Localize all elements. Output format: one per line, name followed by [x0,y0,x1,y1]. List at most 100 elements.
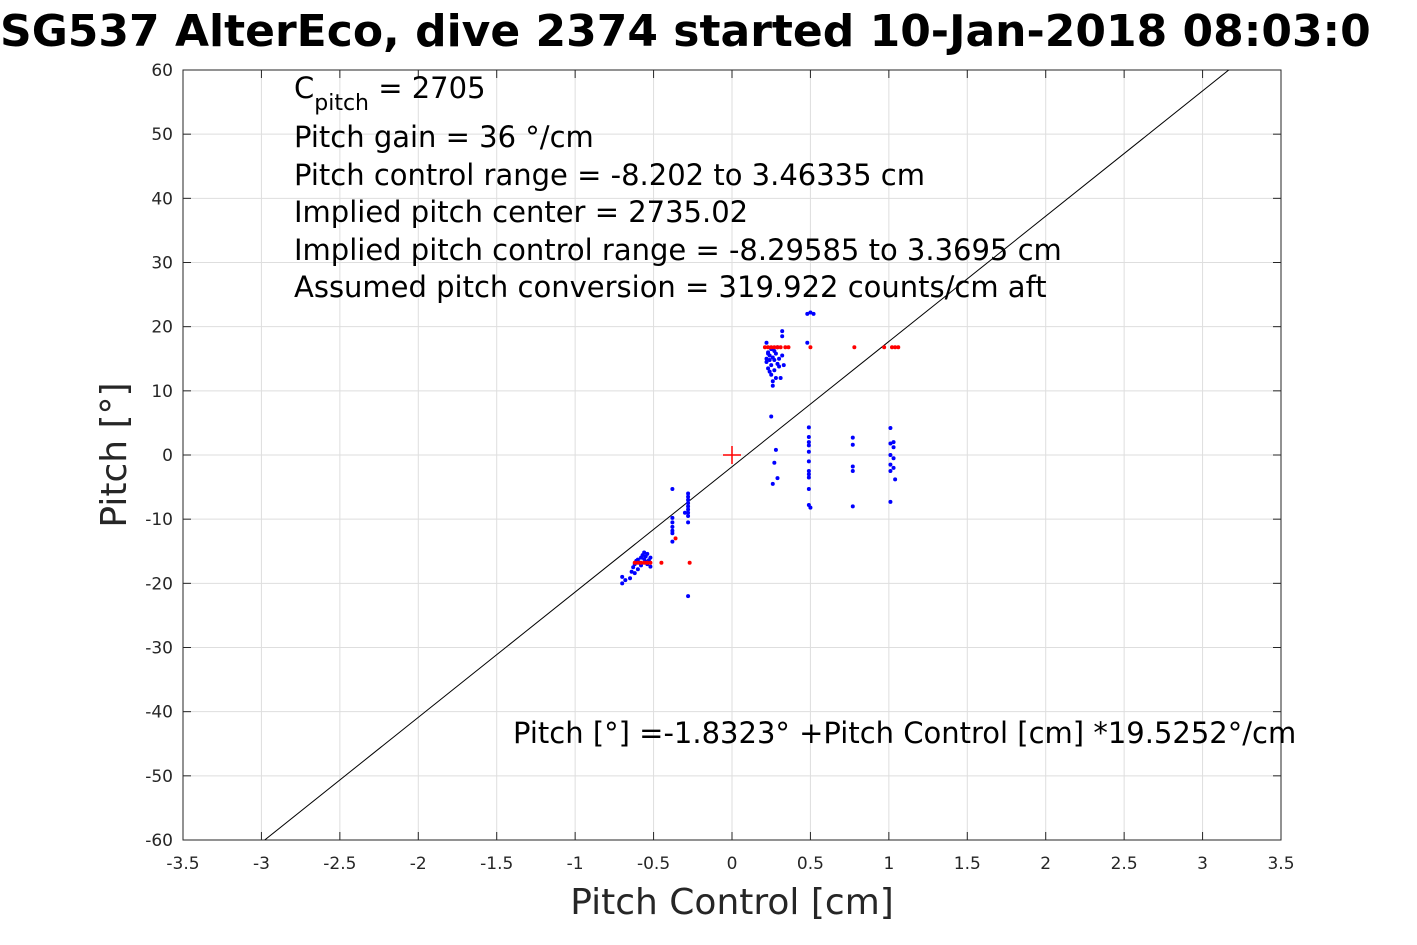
y-tick-label: 40 [151,189,173,209]
fit-equation: Pitch [°] =-1.8323° +Pitch Control [cm] … [513,716,1296,750]
data-point [893,477,898,482]
x-tick-label: 0.5 [797,854,824,874]
data-point [773,447,778,452]
data-point [888,462,893,467]
data-point [772,345,777,350]
data-point [635,557,640,562]
data-point [769,372,774,377]
data-point [893,345,898,350]
data-point [623,578,628,583]
data-point [786,345,791,350]
annotation-implied-center: Implied pitch center = 2735.02 [294,195,748,229]
y-tick-label: 60 [151,61,173,81]
y-tick-label: -10 [145,510,173,530]
data-point [888,453,893,457]
chart-title: SG537 AlterEco, dive 2374 started 10-Jan… [0,6,1371,57]
data-point [766,351,771,356]
data-point [889,345,894,350]
x-tick-label: -2 [410,854,427,874]
data-point [806,425,811,430]
data-point [770,383,775,388]
annotation-c-pitch-value: = 2705 [369,71,486,105]
data-point [648,564,653,569]
x-tick-label: 3 [1197,854,1208,874]
data-point [805,311,810,316]
data-point [629,569,634,574]
data-point [645,551,650,556]
data-point [805,340,810,345]
data-point [686,504,691,509]
data-point [778,376,783,380]
data-point [770,481,775,486]
data-point [806,472,811,477]
y-tick-label: 50 [151,125,173,145]
data-point [850,442,855,447]
x-tick-label: 2.5 [1111,854,1138,874]
data-point [888,469,893,474]
data-point [639,560,644,565]
data-point [670,520,675,525]
x-axis-label: Pitch Control [cm] [570,882,894,923]
x-tick-label: 3.5 [1267,854,1294,874]
data-point [686,494,691,499]
x-tick-label: 0 [727,854,738,874]
annotation-control-range: Pitch control range = -8.202 to 3.46335 … [294,158,925,192]
fit-line [263,70,1230,840]
data-point [806,487,811,492]
data-point [850,469,855,474]
data-point [645,560,650,565]
data-point [620,574,625,579]
data-point [850,504,855,509]
data-point [767,369,772,374]
data-point [778,345,783,350]
data-point [648,560,653,565]
y-tick-label: -60 [145,831,173,851]
data-point [777,356,782,361]
data-point [773,376,778,380]
data-point [670,531,675,536]
data-point [686,520,691,525]
y-tick-label: -50 [145,767,173,787]
data-point [781,363,786,368]
annotation-implied-range: Implied pitch control range = -8.29585 t… [294,233,1062,267]
data-point [686,510,691,515]
data-point [764,340,769,345]
x-tick-label: -2.5 [323,854,356,874]
data-point [852,345,857,350]
x-tick-label: -1 [567,854,584,874]
data-point [775,476,780,481]
data-point [770,379,775,384]
data-point [686,497,691,502]
x-tick-label: -3 [253,854,270,874]
data-point [891,445,896,450]
data-point [642,560,647,565]
data-point [670,539,675,544]
y-tick-label: -20 [145,574,173,594]
x-tick-label: 1 [883,854,894,874]
data-point [773,351,778,356]
y-axis-ticks: -60 -50 -40 -30 -20 -10 0 10 20 30 40 50 60 [145,61,1281,851]
data-point [783,345,788,350]
annotation-pitch-gain: Pitch gain = 36 °/cm [294,120,594,154]
data-point [769,414,774,419]
data-point [772,460,777,465]
data-point [635,560,640,565]
data-point [769,363,774,368]
x-tick-label: -1.5 [480,854,513,874]
x-tick-label: 2 [1040,854,1051,874]
data-point [777,364,782,369]
data-point [769,345,774,350]
annotation-c-pitch-subscript: pitch [314,91,369,116]
data-point [891,456,896,461]
data-point [686,491,691,496]
y-tick-label: 30 [151,254,173,274]
data-point [620,581,625,586]
data-point [635,567,640,572]
data-point [632,571,637,576]
data-point [682,510,687,515]
data-point [766,366,771,371]
data-point [780,353,785,358]
data-point [780,329,785,334]
data-point [891,465,896,470]
